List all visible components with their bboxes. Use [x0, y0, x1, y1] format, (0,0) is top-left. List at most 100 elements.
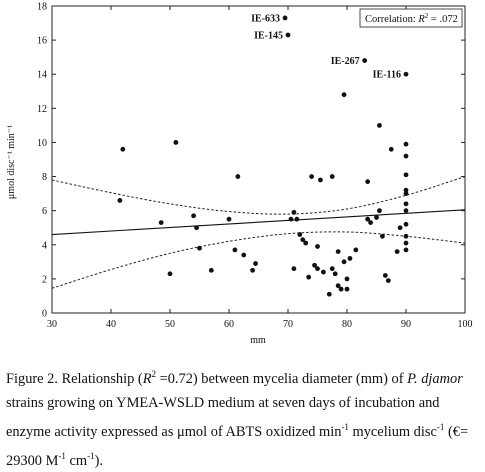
data-point: [344, 286, 350, 292]
data-point: [253, 261, 258, 266]
data-point: [226, 216, 232, 222]
data-point: [120, 146, 126, 152]
data-point: [338, 286, 344, 292]
y-axis: 0 2 4 6 8 10 12 14 16 18: [37, 2, 465, 320]
x-tick-label: 60: [224, 319, 234, 330]
data-point: [380, 233, 385, 239]
x-tick-label: 30: [47, 319, 57, 330]
y-tick-label: 18: [37, 2, 47, 13]
y-tick-label: 2: [42, 274, 47, 285]
data-point: [297, 232, 303, 237]
data-point: [397, 225, 403, 231]
data-point: [344, 276, 350, 282]
x-axis: 30 40 50 60 70 80 90 100: [47, 6, 473, 330]
caption-exp-4: -1: [87, 450, 95, 461]
plot-frame: [51, 5, 466, 314]
data-point: [326, 291, 332, 297]
point-label: IE-267: [331, 56, 360, 67]
data-point: [291, 266, 297, 272]
data-point: [403, 201, 409, 207]
y-tick-label: 0: [42, 309, 47, 320]
caption-text-6: cm: [65, 452, 88, 469]
point-label: IE-145: [254, 30, 283, 41]
data-point: [250, 267, 256, 273]
data-point: [362, 58, 368, 63]
data-point: [300, 237, 306, 243]
point-label: IE-116: [373, 70, 401, 81]
point-label: IE-633: [251, 13, 280, 24]
chart-area: 0 2 4 6 8 10 12 14 16 18 30 40 50 60 70 80 90 100 IE-633…: [6, 2, 473, 347]
caption-exp-3: -1: [58, 450, 66, 461]
data-point: [285, 32, 291, 38]
data-point: [335, 249, 341, 255]
x-tick-label: 90: [401, 319, 411, 330]
data-point: [303, 240, 309, 246]
y-axis-title: μmol disc⁻¹ min⁻¹: [6, 125, 17, 199]
data-point: [173, 140, 179, 145]
legend-r-symbol: R: [417, 14, 425, 25]
legend-value: = .072: [428, 14, 458, 25]
data-point: [377, 122, 382, 128]
caption-text-2: =0.72) between mycelia diameter (mm) of: [156, 370, 408, 387]
figure-caption: Figure 2. Relationship (R2 =0.72) betwee…: [6, 362, 482, 472]
caption-text-7: ).: [94, 452, 103, 469]
data-point: [403, 208, 409, 214]
confidence-lower-line: [51, 231, 466, 289]
legend-box: [359, 8, 463, 28]
regression-fit: [51, 209, 466, 236]
data-point: [291, 209, 297, 215]
y-tick-label: 10: [37, 138, 47, 149]
data-point: [197, 245, 202, 251]
data-point: [294, 216, 300, 222]
x-tick-label: 50: [165, 319, 175, 330]
scatter-chart: 0 2 4 6 8 10 12 14 16 18 30 40 50 60 70 80 90 100 IE-633…: [6, 2, 473, 347]
data-point: [374, 215, 379, 220]
data-point: [194, 225, 199, 231]
caption-text-3: strains growing on YMEA-WSLD medium at s…: [6, 394, 440, 440]
regression-line: [51, 209, 466, 236]
confidence-bands: [51, 176, 466, 289]
data-point: [232, 247, 238, 253]
data-point: [403, 233, 409, 239]
data-point: [388, 146, 394, 152]
y-tick-label: 12: [37, 104, 47, 115]
data-point: [341, 92, 347, 98]
y-tick-label: 4: [42, 240, 47, 251]
data-point: [403, 172, 409, 178]
correlation-legend: Correlation: R2 = .072: [359, 8, 463, 28]
data-point: [394, 249, 400, 255]
caption-exp-1: -1: [341, 421, 349, 432]
data-point: [403, 71, 409, 77]
x-axis-title: mm: [250, 335, 266, 346]
data-point: [368, 220, 373, 226]
y-tick-label: 14: [37, 70, 47, 81]
caption-r-exponent: 2: [151, 369, 157, 379]
data-point: [403, 247, 409, 253]
x-tick-label: 80: [342, 319, 352, 330]
data-point: [282, 15, 288, 21]
point-annotations: IE-633 IE-145 IE-267 IE-116: [251, 13, 401, 80]
legend-text: Correlation: R2 = .072: [365, 12, 458, 25]
caption-r-symbol: R: [142, 370, 152, 387]
data-point: [335, 283, 341, 289]
caption-text-1: Relationship (: [57, 370, 143, 387]
data-point: [117, 198, 123, 203]
data-point: [329, 174, 335, 179]
data-point: [382, 273, 388, 278]
data-point: [332, 271, 338, 277]
y-tick-label: 6: [42, 206, 47, 217]
data-point: [341, 259, 347, 265]
data-point: [306, 274, 312, 280]
y-tick-label: 16: [37, 36, 47, 47]
data-point: [403, 221, 409, 227]
data-point: [321, 269, 326, 275]
data-point: [377, 208, 382, 214]
y-tick-label: 8: [42, 172, 47, 183]
x-tick-label: 40: [106, 319, 116, 330]
data-point: [315, 266, 320, 272]
data-point: [191, 213, 197, 219]
data-point: [288, 216, 294, 222]
data-point: [235, 174, 241, 179]
caption-paragraph: Figure 2. Relationship (R2 =0.72) betwee…: [6, 362, 482, 472]
caption-text-4: mycelium disc: [348, 423, 437, 440]
